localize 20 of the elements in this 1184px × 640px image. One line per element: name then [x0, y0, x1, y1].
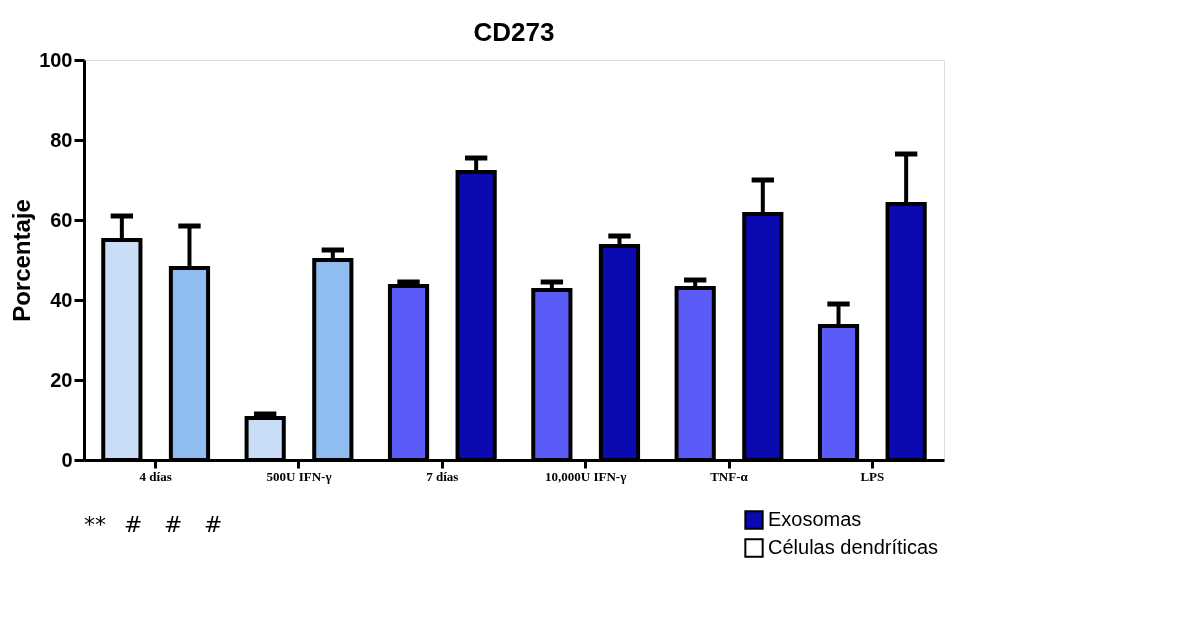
text: #	[204, 512, 223, 537]
y-tick-label: 100	[39, 48, 73, 71]
text: #	[164, 512, 183, 537]
x-tick-label: 4 días	[139, 468, 172, 484]
y-tick-label: 80	[50, 128, 73, 151]
x-tick-label: 10,000U IFN-γ	[545, 468, 627, 484]
legend-label: Células dendríticas	[768, 536, 939, 558]
x-tick-label: TNF-α	[710, 468, 749, 484]
text: #	[124, 512, 143, 537]
x-tick-label: LPS	[860, 468, 885, 484]
y-axis-title: Porcentaje	[8, 199, 36, 322]
y-tick-label: 40	[50, 288, 73, 311]
x-tick-label: 7 días	[426, 468, 459, 484]
x-tick-label: 500U IFN-γ	[266, 468, 332, 484]
legend-label: Exosomas	[768, 508, 862, 530]
y-tick-label: 0	[61, 448, 73, 471]
y-tick-label: 20	[50, 368, 73, 391]
chart-title: CD273	[473, 17, 555, 47]
text: **	[84, 512, 106, 537]
y-tick-label: 60	[50, 208, 73, 231]
